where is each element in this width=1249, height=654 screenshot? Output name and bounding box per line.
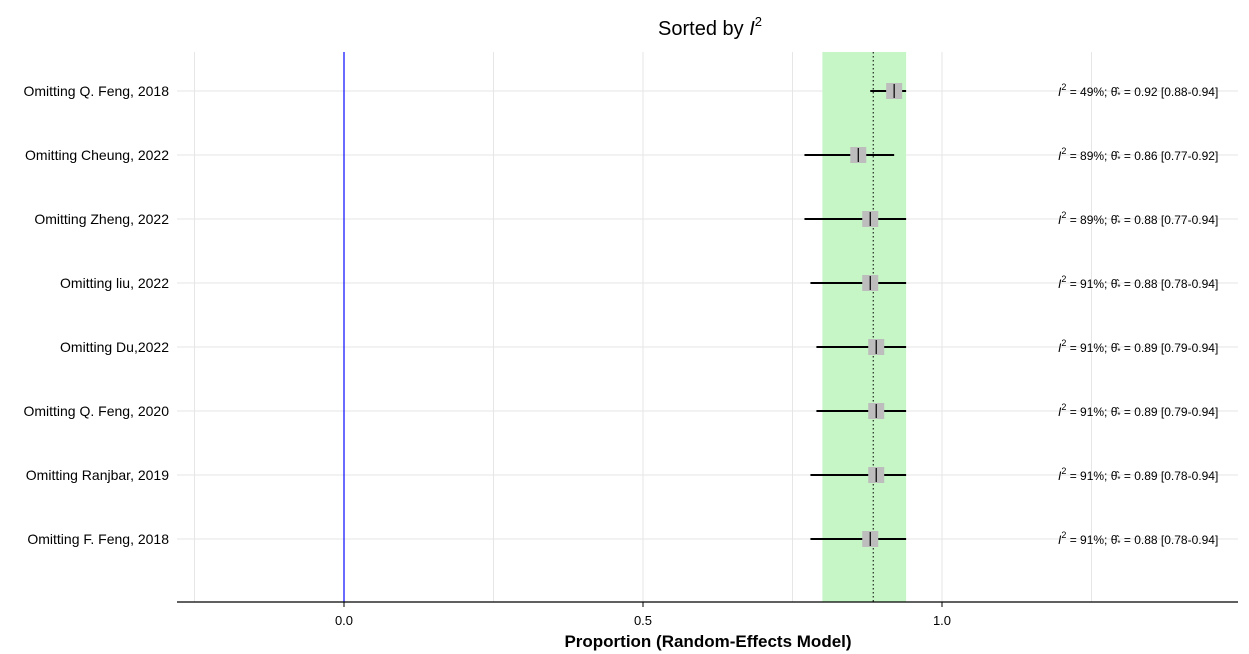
- row-label: Omitting Q. Feng, 2018: [23, 83, 169, 99]
- annotation-i2-value: = 91%;: [1066, 533, 1110, 547]
- row-annotation: I2 = 91%; θ̂* = 0.88 [0.78-0.94]: [1058, 274, 1218, 292]
- annotation-i2-value: = 89%;: [1066, 149, 1110, 163]
- row-annotation: I2 = 91%; θ̂* = 0.89 [0.78-0.94]: [1058, 466, 1218, 484]
- annotation-theta-symbol: θ̂: [1111, 341, 1120, 355]
- row-annotation: I2 = 91%; θ̂* = 0.89 [0.79-0.94]: [1058, 402, 1218, 420]
- annotation-theta-subscript: *: [1117, 475, 1120, 484]
- annotation-i2-value: = 91%;: [1066, 469, 1110, 483]
- annotation-estimate: = 0.92 [0.88-0.94]: [1121, 85, 1219, 99]
- annotation-i2-symbol: I: [1058, 85, 1062, 99]
- row-label: Omitting F. Feng, 2018: [27, 531, 169, 547]
- annotation-i2-value: = 49%;: [1066, 85, 1110, 99]
- annotation-i2-value: = 91%;: [1066, 277, 1110, 291]
- annotation-i2-superscript: 2: [1061, 210, 1066, 220]
- forest-row: Omitting Du,2022 I2 = 91%; θ̂* = 0.89 [0.…: [60, 338, 1218, 356]
- annotation-estimate: = 0.89 [0.79-0.94]: [1121, 341, 1219, 355]
- row-label: Omitting Ranjbar, 2019: [26, 467, 169, 483]
- annotation-i2-superscript: 2: [1061, 338, 1066, 348]
- forest-row: Omitting liu, 2022 I2 = 91%; θ̂* = 0.88 […: [60, 274, 1218, 292]
- annotation-theta-subscript: *: [1117, 219, 1120, 228]
- x-axis: 0.0 0.5 1.0: [177, 601, 1238, 628]
- x-tick-label: 0.0: [335, 613, 353, 628]
- forest-row: Omitting F. Feng, 2018 I2 = 91%; θ̂* = 0.…: [27, 530, 1218, 548]
- annotation-i2-symbol: I: [1058, 533, 1062, 547]
- annotation-estimate: = 0.88 [0.78-0.94]: [1121, 533, 1219, 547]
- annotation-estimate: = 0.89 [0.78-0.94]: [1121, 469, 1219, 483]
- annotation-i2-superscript: 2: [1061, 530, 1066, 540]
- row-label: Omitting liu, 2022: [60, 275, 169, 291]
- annotation-theta-symbol: θ̂: [1111, 213, 1120, 227]
- rows-layer: Omitting Q. Feng, 2018 I2 = 49%; θ̂* = 0.…: [23, 82, 1218, 548]
- x-tick-label: 0.5: [634, 613, 652, 628]
- annotation-theta-subscript: *: [1117, 283, 1120, 292]
- annotation-i2-value: = 91%;: [1066, 405, 1110, 419]
- annotation-i2-symbol: I: [1058, 277, 1062, 291]
- row-label: Omitting Cheung, 2022: [25, 147, 169, 163]
- chart-title-symbol: I: [749, 18, 755, 40]
- annotation-i2-symbol: I: [1058, 149, 1062, 163]
- annotation-theta-symbol: θ̂: [1111, 405, 1120, 419]
- annotation-i2-superscript: 2: [1061, 466, 1066, 476]
- annotation-estimate: = 0.86 [0.77-0.92]: [1121, 149, 1219, 163]
- row-annotation: I2 = 89%; θ̂* = 0.88 [0.77-0.94]: [1058, 210, 1218, 228]
- annotation-i2-value: = 89%;: [1066, 213, 1110, 227]
- annotation-estimate: = 0.88 [0.77-0.94]: [1121, 213, 1219, 227]
- pooled-confidence-band: [822, 52, 907, 602]
- confidence-band-layer: [343, 52, 907, 602]
- row-annotation: I2 = 91%; θ̂* = 0.89 [0.79-0.94]: [1058, 338, 1218, 356]
- annotation-theta-subscript: *: [1117, 155, 1120, 164]
- annotation-estimate: = 0.89 [0.79-0.94]: [1121, 405, 1219, 419]
- annotation-i2-superscript: 2: [1061, 146, 1066, 156]
- annotation-theta-subscript: *: [1117, 347, 1120, 356]
- annotation-theta-symbol: θ̂: [1111, 469, 1120, 483]
- row-label: Omitting Zheng, 2022: [34, 211, 169, 227]
- x-tick-label: 1.0: [933, 613, 951, 628]
- annotation-i2-symbol: I: [1058, 213, 1062, 227]
- annotation-theta-subscript: *: [1117, 411, 1120, 420]
- row-label: Omitting Q. Feng, 2020: [23, 403, 169, 419]
- annotation-estimate: = 0.88 [0.78-0.94]: [1121, 277, 1219, 291]
- row-annotation: I2 = 89%; θ̂* = 0.86 [0.77-0.92]: [1058, 146, 1218, 164]
- row-annotation: I2 = 91%; θ̂* = 0.88 [0.78-0.94]: [1058, 530, 1218, 548]
- forest-row: Omitting Ranjbar, 2019 I2 = 91%; θ̂* = 0.…: [26, 466, 1219, 484]
- annotation-i2-symbol: I: [1058, 341, 1062, 355]
- forest-row: Omitting Cheung, 2022 I2 = 89%; θ̂* = 0.8…: [25, 146, 1218, 164]
- annotation-theta-symbol: θ̂: [1111, 149, 1120, 163]
- annotation-i2-symbol: I: [1058, 405, 1062, 419]
- grid-layer: [177, 52, 1238, 602]
- annotation-theta-subscript: *: [1117, 539, 1120, 548]
- annotation-i2-symbol: I: [1058, 469, 1062, 483]
- row-label: Omitting Du,2022: [60, 339, 169, 355]
- chart-title-text: Sorted by: [658, 18, 749, 40]
- annotation-i2-value: = 91%;: [1066, 341, 1110, 355]
- annotation-i2-superscript: 2: [1061, 402, 1066, 412]
- chart-title-superscript: 2: [755, 14, 762, 29]
- annotation-theta-symbol: θ̂: [1111, 533, 1120, 547]
- row-annotation: I2 = 49%; θ̂* = 0.92 [0.88-0.94]: [1058, 82, 1218, 100]
- chart-title: Sorted by I2: [658, 14, 762, 40]
- forest-row: Omitting Q. Feng, 2018 I2 = 49%; θ̂* = 0.…: [23, 82, 1218, 100]
- annotation-theta-subscript: *: [1117, 91, 1120, 100]
- annotation-i2-superscript: 2: [1061, 274, 1066, 284]
- annotation-theta-symbol: θ̂: [1111, 277, 1120, 291]
- forest-row: Omitting Q. Feng, 2020 I2 = 91%; θ̂* = 0.…: [23, 402, 1218, 420]
- x-axis-label: Proportion (Random-Effects Model): [564, 632, 851, 651]
- annotation-theta-symbol: θ̂: [1111, 85, 1120, 99]
- forest-row: Omitting Zheng, 2022 I2 = 89%; θ̂* = 0.88…: [34, 210, 1218, 228]
- annotation-i2-superscript: 2: [1061, 82, 1066, 92]
